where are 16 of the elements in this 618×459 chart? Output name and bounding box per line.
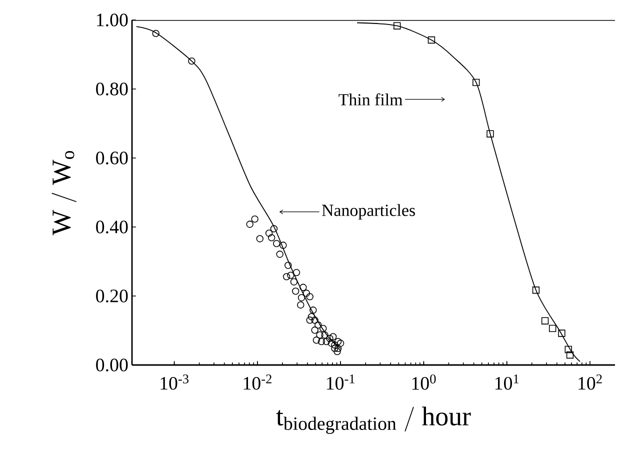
y-tick-label: 0.80: [96, 82, 128, 96]
y-tick-label: 0.60: [96, 152, 128, 164]
x-tick-label: 10$^{1}$: [495, 374, 519, 390]
x-tick-label: 10$^{-2}$: [244, 374, 272, 390]
x-tick-label: 10$^{0}$: [412, 374, 436, 390]
y-tick-label: 0.40: [96, 220, 128, 234]
y-axis-title: $\mathrm{W\ /\ W_{o}}$: [52, 150, 77, 236]
x-axis-title: $\mathrm{t_{biodegradation}\ /\ hour}$: [276, 406, 471, 434]
y-tick-label: 1.00: [97, 14, 128, 26]
annotation: Thin film: [338, 93, 403, 106]
y-tick-label: 0.00: [96, 358, 128, 372]
y-tick-label: 0.20: [96, 290, 128, 302]
x-tick-label: 10$^{-1}$: [326, 374, 354, 390]
x-tick-label: 10$^{-3}$: [160, 374, 189, 390]
annotation: Nanoparticles: [322, 204, 415, 220]
x-tick-label: 10$^{2}$: [578, 374, 602, 390]
